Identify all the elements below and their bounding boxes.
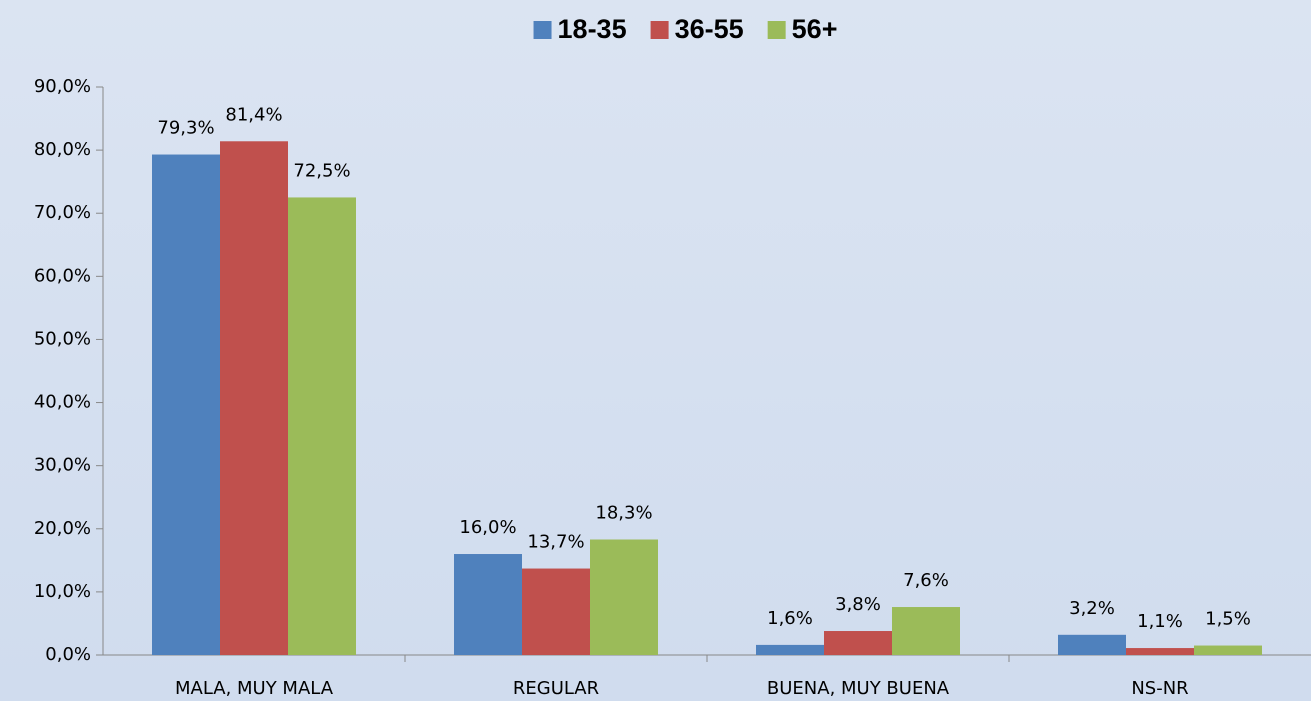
bar [152, 154, 220, 656]
x-tick-label: BUENA, MUY BUENA [767, 678, 950, 699]
data-label: 1,1% [1137, 611, 1183, 632]
data-label: 18,3% [595, 503, 652, 524]
y-tick-label: 70,0% [34, 202, 91, 223]
bar [454, 554, 522, 655]
bar [756, 644, 824, 655]
y-tick-label: 20,0% [34, 518, 91, 539]
bar [824, 631, 892, 655]
y-tick-label: 30,0% [34, 455, 91, 476]
data-label: 1,5% [1205, 609, 1251, 630]
x-tick-label: NS-NR [1131, 678, 1188, 699]
bar [1058, 634, 1126, 655]
bar [522, 568, 590, 655]
data-label: 16,0% [459, 517, 516, 538]
data-label: 79,3% [157, 118, 214, 139]
y-tick-label: 60,0% [34, 265, 91, 286]
bar [288, 197, 356, 655]
bar [1194, 645, 1262, 655]
bar [1126, 648, 1194, 655]
legend-label: 36-55 [675, 14, 744, 44]
legend-label: 56+ [792, 14, 838, 44]
data-label: 7,6% [903, 570, 949, 591]
data-label: 13,7% [527, 532, 584, 553]
data-label: 3,8% [835, 594, 881, 615]
y-tick-label: 80,0% [34, 139, 91, 160]
bar [220, 141, 288, 655]
y-tick-label: 50,0% [34, 328, 91, 349]
legend-label: 18-35 [558, 14, 627, 44]
y-tick-label: 90,0% [34, 76, 91, 97]
legend-swatch [767, 21, 786, 39]
x-tick-label: REGULAR [513, 678, 599, 699]
bar [590, 539, 658, 655]
legend-swatch [533, 21, 552, 39]
data-label: 81,4% [225, 104, 282, 125]
x-tick-label: MALA, MUY MALA [175, 678, 334, 699]
y-tick-label: 10,0% [34, 581, 91, 602]
y-tick-label: 40,0% [34, 392, 91, 413]
data-label: 1,6% [767, 608, 813, 629]
data-label: 72,5% [293, 160, 350, 181]
legend-swatch [650, 21, 669, 39]
bar [892, 607, 960, 655]
y-tick-label: 0,0% [45, 644, 91, 665]
data-label: 3,2% [1069, 598, 1115, 619]
